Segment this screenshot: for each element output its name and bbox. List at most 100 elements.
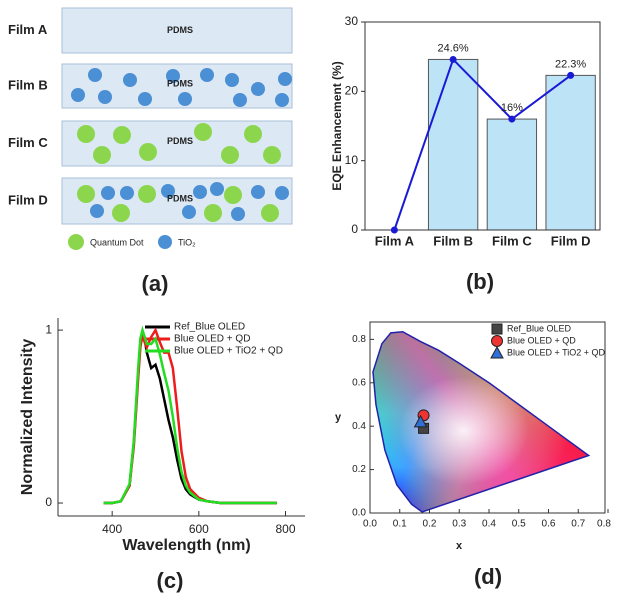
particle xyxy=(90,204,104,218)
panel-label: (d) xyxy=(474,564,502,589)
marker xyxy=(413,414,428,428)
gamut-outline xyxy=(372,330,591,513)
particle xyxy=(251,185,265,199)
point xyxy=(567,71,575,79)
particle xyxy=(138,92,152,106)
x-axis-label: x xyxy=(456,540,463,552)
line xyxy=(393,57,572,231)
y-tick-label: 0.0 xyxy=(352,508,366,519)
gamut-fill xyxy=(372,331,589,512)
legend-label: Blue OLED + QD xyxy=(174,334,250,345)
series-line xyxy=(103,325,277,505)
particle xyxy=(275,186,289,200)
film-label: Film B xyxy=(8,77,48,92)
particle xyxy=(194,123,212,141)
legend-label: Blue OLED + QD xyxy=(507,335,576,345)
x-tick-label: 0.2 xyxy=(423,519,437,530)
legend-label: Ref_Blue OLED xyxy=(174,322,245,333)
y-tick-label: 1 xyxy=(45,322,52,336)
particle xyxy=(263,146,281,164)
film-layer xyxy=(61,7,293,54)
film-label: Film D xyxy=(8,192,48,207)
legend-label: Ref_Blue OLED xyxy=(507,323,572,333)
matrix-label: PDMS xyxy=(167,78,193,88)
particle xyxy=(251,82,265,96)
bar xyxy=(427,58,479,231)
y-tick-label: 0.2 xyxy=(352,464,366,475)
particle xyxy=(93,146,111,164)
particle xyxy=(221,146,239,164)
particle xyxy=(278,72,292,86)
marker xyxy=(490,345,504,359)
x-axis-label: Wavelength (nm) xyxy=(122,537,250,554)
y-axis-label: Normalized Intensity xyxy=(19,339,36,496)
y-tick-label: 0 xyxy=(45,495,52,509)
particle xyxy=(113,126,131,144)
particle xyxy=(77,185,95,203)
particle xyxy=(261,204,279,222)
point xyxy=(508,115,516,123)
x-tick-label: 0.0 xyxy=(363,519,377,530)
point xyxy=(390,226,398,234)
legend-marker xyxy=(68,234,84,250)
particle xyxy=(101,186,115,200)
x-tick-label: 0.6 xyxy=(542,519,556,530)
frame xyxy=(364,21,601,231)
x-tick-label: 400 xyxy=(102,522,122,536)
y-tick-label: 30 xyxy=(345,14,359,28)
particle xyxy=(182,205,196,219)
matrix-label: PDMS xyxy=(167,25,193,35)
frame xyxy=(369,321,606,514)
marker xyxy=(491,335,503,347)
particle xyxy=(166,69,180,83)
particle xyxy=(161,184,175,198)
value-label: 24.6% xyxy=(438,42,469,54)
x-tick-label: 800 xyxy=(275,522,295,536)
particle xyxy=(139,143,157,161)
legend-marker xyxy=(158,235,172,249)
y-tick-label: 0.6 xyxy=(352,377,366,388)
particle xyxy=(224,186,242,204)
value-label: 22.3% xyxy=(555,58,586,70)
x-tick-label: Film D xyxy=(551,233,591,248)
y-axis-label: EQE Enhancement (%) xyxy=(330,61,344,190)
y-tick-label: 10 xyxy=(345,153,359,167)
legend-label: TiO₂ xyxy=(178,237,196,247)
particle xyxy=(210,182,224,196)
x-tick-label: Film C xyxy=(492,233,532,248)
marker xyxy=(491,323,503,335)
particle xyxy=(88,68,102,82)
bar xyxy=(486,118,538,231)
particle xyxy=(233,93,247,107)
x-tick-label: 600 xyxy=(189,522,209,536)
particle xyxy=(112,204,130,222)
x-tick-label: 0.3 xyxy=(452,519,466,530)
film-label: Film A xyxy=(8,22,48,37)
x-tick-label: 0.5 xyxy=(512,519,526,530)
particle xyxy=(193,185,207,199)
particle xyxy=(138,185,156,203)
particle xyxy=(200,68,214,82)
particle xyxy=(123,73,137,87)
legend-label: Blue OLED + TiO2 + QD xyxy=(174,346,283,357)
x-tick-label: 0.4 xyxy=(482,519,496,530)
matrix-label: PDMS xyxy=(167,136,193,146)
y-tick-label: 0.4 xyxy=(352,421,366,432)
x-tick-label: Film A xyxy=(375,233,415,248)
y-axis-label: y xyxy=(335,411,342,423)
panel-label: (b) xyxy=(466,269,494,294)
particle xyxy=(178,92,192,106)
particle xyxy=(204,204,222,222)
panel-label: (c) xyxy=(157,568,184,593)
value-label: 16% xyxy=(501,102,523,114)
bar xyxy=(545,74,596,231)
particle xyxy=(120,186,134,200)
panel-label: (a) xyxy=(142,271,169,296)
particle xyxy=(244,125,262,143)
y-tick-label: 0 xyxy=(351,222,358,236)
y-tick-label: 20 xyxy=(345,84,359,98)
x-tick-label: 0.1 xyxy=(393,519,407,530)
particle xyxy=(275,93,289,107)
x-tick-label: 0.7 xyxy=(571,519,585,530)
